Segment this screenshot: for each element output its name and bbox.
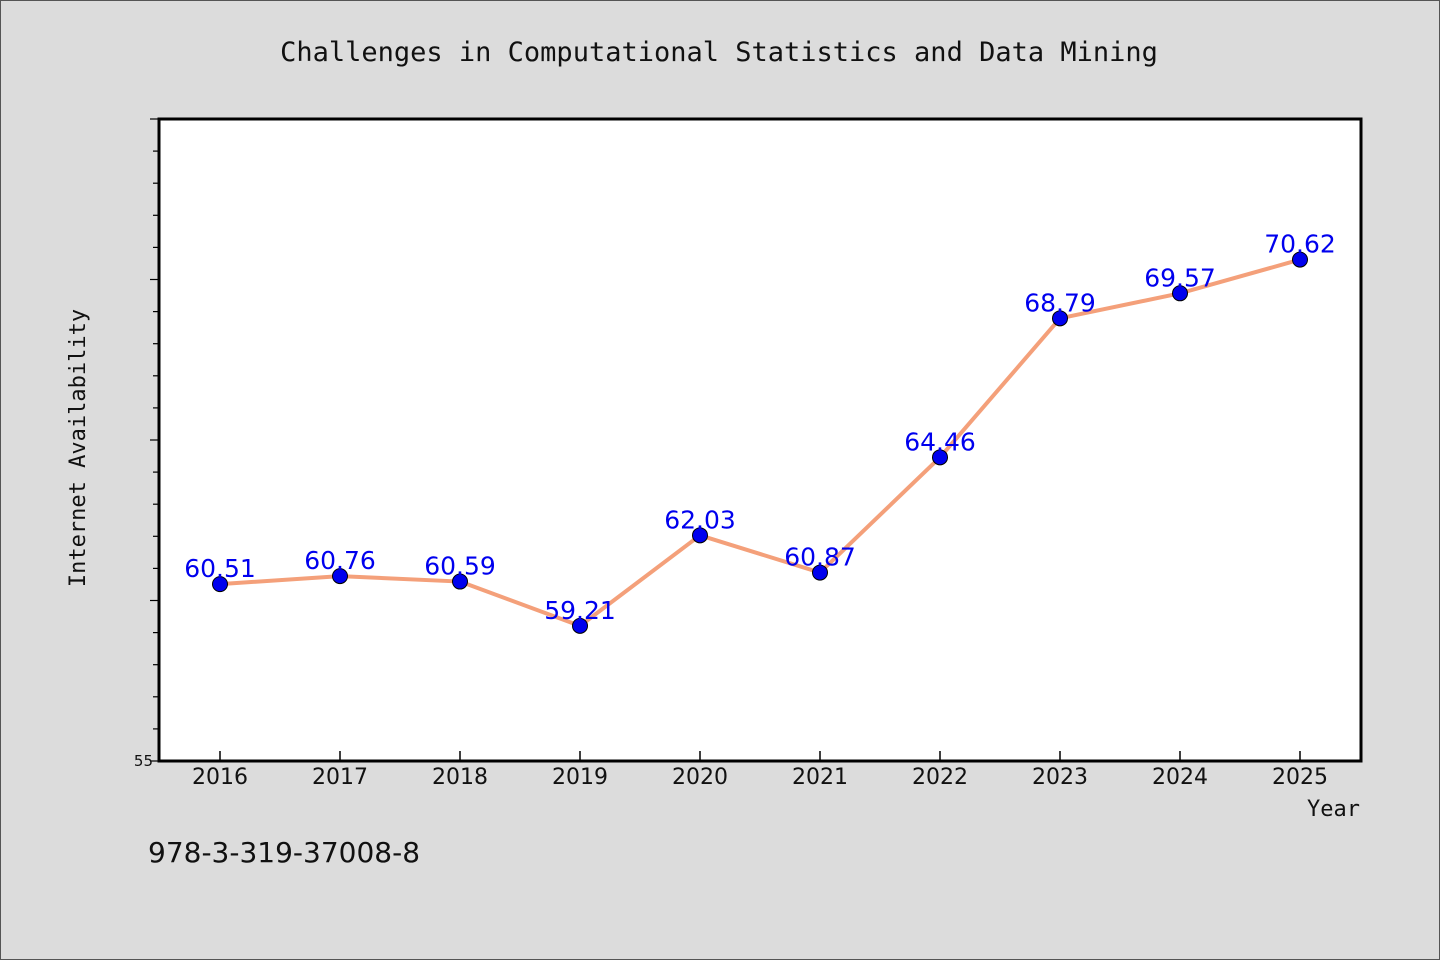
footer-isbn: 978-3-319-37008-8 (148, 836, 420, 869)
data-label: 62.03 (664, 505, 736, 534)
data-label: 60.76 (304, 546, 376, 575)
x-tick-label: 2023 (1032, 765, 1088, 790)
data-point (1052, 310, 1068, 327)
y-axis-label: Internet Availability (66, 309, 91, 587)
y-tick-label: 55 (134, 752, 153, 770)
data-point (1292, 251, 1308, 268)
series-layer (212, 251, 1308, 634)
x-axis-ticks: 2016 2017 2018 2019 2020 2021 2022 2023 2024 2025 (192, 751, 1328, 790)
data-label: 64.46 (904, 427, 976, 456)
data-label: 60.87 (784, 543, 856, 572)
x-tick-label: 2024 (1152, 765, 1208, 790)
x-axis-label: Year (1307, 797, 1360, 822)
data-label: 69.57 (1144, 263, 1216, 292)
plot-frame (157, 117, 1363, 763)
data-point (932, 449, 948, 466)
series-line (218, 257, 1302, 628)
data-point (812, 564, 828, 581)
data-point (572, 617, 588, 634)
x-tick-label: 2017 (312, 765, 368, 790)
data-point (692, 527, 708, 544)
data-label: 68.79 (1024, 288, 1096, 317)
x-tick-label: 2020 (672, 765, 728, 790)
data-labels: 60.51 60.76 60.59 59.21 62.03 60.87 64.46 68.79… (184, 230, 1336, 625)
data-label: 70.62 (1264, 230, 1336, 259)
data-point (212, 576, 228, 593)
plot-area (159, 119, 1361, 761)
x-tick-label: 2022 (912, 765, 968, 790)
x-tick-label: 2018 (432, 765, 488, 790)
chart-title: Challenges in Computational Statistics a… (280, 37, 1158, 68)
x-tick-label: 2016 (192, 765, 248, 790)
data-point (1172, 285, 1188, 302)
data-point (452, 573, 468, 590)
data-point (332, 568, 348, 585)
data-label: 59.21 (544, 596, 616, 625)
data-label: 60.51 (184, 554, 256, 583)
x-tick-label: 2019 (552, 765, 608, 790)
x-tick-label: 2025 (1272, 765, 1328, 790)
x-tick-label: 2021 (792, 765, 848, 790)
data-label: 60.59 (424, 552, 496, 581)
